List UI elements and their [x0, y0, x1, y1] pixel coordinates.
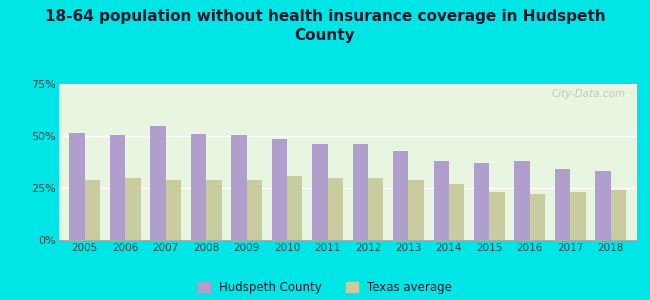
- Bar: [595, 171, 611, 240]
- Bar: [474, 163, 489, 240]
- Bar: [393, 151, 408, 240]
- Bar: [191, 134, 206, 240]
- Bar: [555, 169, 570, 240]
- Bar: [70, 133, 84, 240]
- Bar: [328, 178, 343, 240]
- Bar: [530, 194, 545, 240]
- Text: City-Data.com: City-Data.com: [551, 89, 625, 99]
- Bar: [246, 180, 262, 240]
- Bar: [408, 180, 424, 240]
- Bar: [150, 126, 166, 240]
- Bar: [611, 190, 626, 240]
- Bar: [206, 180, 222, 240]
- Bar: [352, 144, 368, 240]
- Bar: [231, 135, 246, 240]
- Bar: [514, 161, 530, 240]
- Bar: [287, 176, 302, 240]
- Bar: [449, 184, 464, 240]
- Legend: Hudspeth County, Texas average: Hudspeth County, Texas average: [198, 281, 452, 294]
- Bar: [489, 192, 504, 240]
- Bar: [434, 161, 449, 240]
- Bar: [368, 178, 384, 240]
- Bar: [125, 178, 140, 240]
- Bar: [312, 144, 328, 240]
- Bar: [570, 192, 586, 240]
- Bar: [110, 135, 125, 240]
- Bar: [166, 180, 181, 240]
- Bar: [84, 180, 100, 240]
- Bar: [272, 139, 287, 240]
- Text: 18-64 population without health insurance coverage in Hudspeth
County: 18-64 population without health insuranc…: [45, 9, 605, 43]
